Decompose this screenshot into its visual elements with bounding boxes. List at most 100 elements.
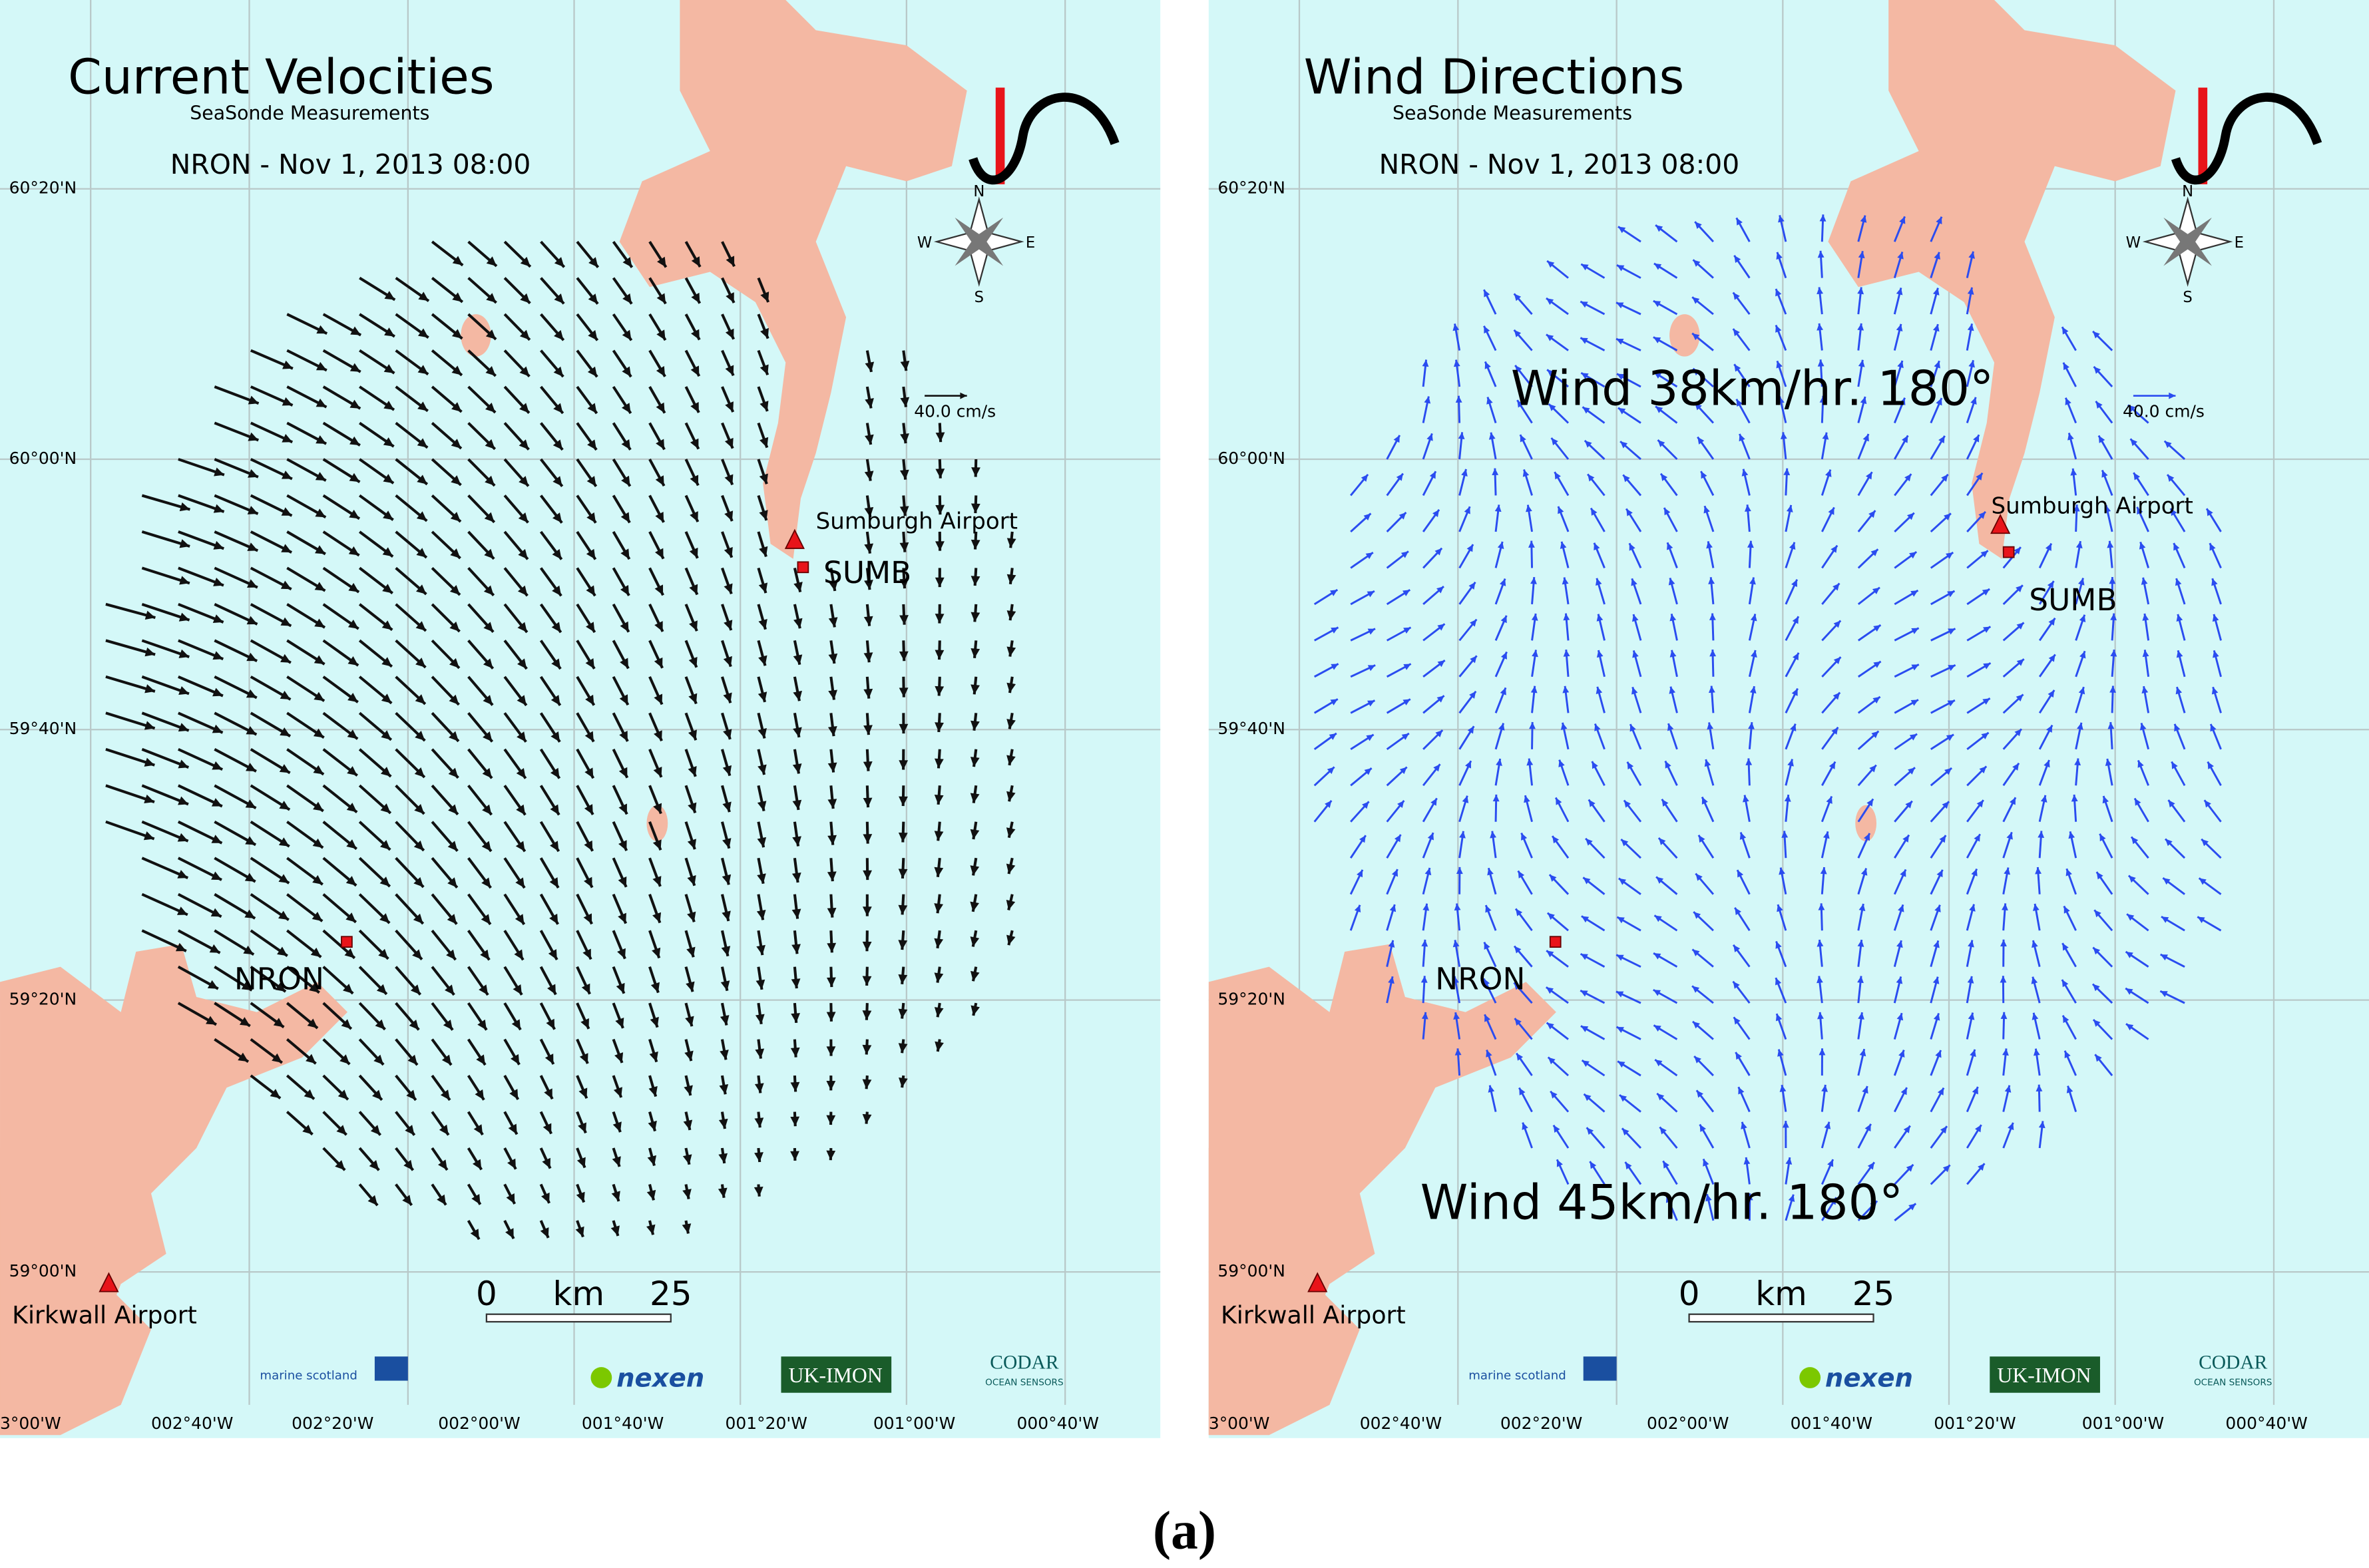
- vector-arrow-head: [865, 361, 875, 372]
- vector-arrow-head: [1858, 1012, 1864, 1020]
- vector-arrow-head: [792, 763, 802, 774]
- vector-arrow-head: [935, 614, 945, 624]
- vector-arrow-head: [414, 803, 425, 814]
- vector-arrow-head: [549, 877, 558, 888]
- vector-arrow-head: [934, 758, 944, 769]
- vector-arrow-head: [687, 911, 696, 922]
- vector-arrow-head: [970, 901, 979, 912]
- vector-arrow-head: [760, 292, 769, 302]
- vector-arrow-head: [2002, 903, 2008, 910]
- vector-arrow-head: [970, 1005, 980, 1016]
- vector-arrow-head: [2045, 543, 2051, 551]
- vector-arrow-head: [1006, 646, 1016, 657]
- vector-arrow-head: [1663, 1161, 1669, 1169]
- vector-arrow-head: [863, 870, 872, 881]
- vector-arrow-head: [480, 949, 490, 960]
- vector-arrow-head: [1692, 1021, 1700, 1029]
- vector-arrow-head: [1905, 801, 1912, 809]
- vector-arrow-head: [178, 796, 188, 805]
- logo-codar: CODAR: [990, 1352, 1059, 1373]
- vector-arrow-head: [2093, 331, 2100, 339]
- vector-arrow-head: [2031, 976, 2038, 984]
- vector-arrow-head: [1591, 508, 1598, 516]
- vector-arrow-head: [1550, 1091, 1558, 1099]
- vector-arrow-head: [1434, 548, 1442, 556]
- vector-arrow-head: [1777, 1049, 1784, 1057]
- vector-arrow-head: [1948, 665, 1956, 672]
- vector-arrow-head: [341, 1019, 351, 1030]
- vector-arrow-head: [935, 1041, 944, 1052]
- vector-arrow-head: [618, 767, 628, 778]
- vector-arrow-head: [1366, 734, 1374, 741]
- vector-arrow-head: [898, 940, 908, 950]
- vector-arrow-head: [724, 437, 734, 449]
- vector-arrow-head: [515, 914, 525, 925]
- vector-arrow-head: [1500, 615, 1507, 624]
- vector-arrow-head: [1903, 1125, 1910, 1133]
- vector-arrow-head: [656, 365, 666, 377]
- vector-arrow-head: [309, 983, 320, 993]
- vector-arrow-head: [1456, 867, 1463, 875]
- vector-arrow-head: [721, 946, 731, 956]
- vector-arrow-head: [1979, 766, 1987, 774]
- scale-bar-end: 25: [650, 1274, 692, 1313]
- vector-arrow-head: [450, 512, 461, 522]
- vector-arrow-head: [2197, 916, 2205, 923]
- vector-arrow-head: [517, 695, 527, 705]
- vector-arrow-head: [1582, 407, 1590, 414]
- vector-arrow-head: [683, 1119, 693, 1130]
- vector-arrow-head: [247, 542, 258, 551]
- vector-arrow-head: [1429, 471, 1436, 479]
- vector-arrow-head: [210, 908, 222, 917]
- vector-arrow-head: [1580, 954, 1588, 960]
- vector-arrow-head: [1006, 755, 1016, 765]
- vector-arrow-head: [440, 1089, 450, 1100]
- map-title: Current Velocities: [68, 50, 494, 106]
- vector-arrow-head: [1792, 616, 1799, 624]
- vector-arrow-head: [759, 401, 769, 411]
- vector-arrow-head: [1778, 396, 1785, 404]
- vector-arrow-head: [2093, 1020, 2101, 1027]
- vector-arrow-head: [613, 1087, 622, 1098]
- vector-arrow-head: [417, 475, 427, 485]
- vector-arrow-head: [510, 1054, 520, 1065]
- vector-arrow-head: [248, 469, 258, 478]
- vector-arrow-head: [1738, 1087, 1745, 1095]
- vector-arrow-head: [1363, 513, 1371, 521]
- vector-arrow-head: [1982, 698, 1990, 705]
- vector-arrow-head: [1703, 1159, 1709, 1167]
- vector-arrow-head: [2127, 914, 2135, 921]
- vector-arrow-head: [720, 1015, 730, 1026]
- vector-arrow-head: [792, 799, 802, 810]
- airport-marker: [1990, 513, 2011, 534]
- vector-arrow-head: [1734, 364, 1741, 372]
- vector-arrow-head: [584, 840, 593, 851]
- vector-arrow-head: [2073, 504, 2080, 512]
- vector-arrow-head: [248, 395, 259, 405]
- vector-arrow-head: [552, 548, 562, 560]
- vector-arrow-head: [865, 434, 874, 445]
- vector-arrow-head: [1936, 398, 1942, 406]
- vector-arrow-head: [1488, 432, 1496, 440]
- vector-arrow-head: [211, 871, 222, 881]
- vector-arrow-head: [1006, 827, 1016, 838]
- vector-arrow-head: [2165, 839, 2173, 847]
- vector-arrow-head: [790, 1047, 800, 1058]
- vector-arrow-head: [610, 1225, 620, 1237]
- vector-arrow-head: [1780, 432, 1787, 440]
- vector-arrow-head: [1867, 1162, 1874, 1170]
- logo-nexen: nexen: [1825, 1364, 1913, 1394]
- vector-arrow-head: [482, 804, 492, 815]
- vector-arrow-head: [2040, 795, 2047, 803]
- vector-arrow-head: [1529, 721, 1536, 729]
- vector-arrow-head: [2075, 541, 2083, 549]
- vector-arrow-head: [1741, 1121, 1747, 1129]
- vector-arrow-head: [970, 684, 980, 695]
- vector-arrow-head: [682, 1189, 692, 1199]
- vector-arrow-head: [2142, 613, 2149, 621]
- vector-arrow-head: [1701, 797, 1708, 805]
- vector-arrow-head: [899, 687, 909, 697]
- vector-arrow-head: [760, 327, 769, 339]
- vector-arrow-head: [754, 1117, 764, 1128]
- vector-arrow-head: [2000, 939, 2007, 947]
